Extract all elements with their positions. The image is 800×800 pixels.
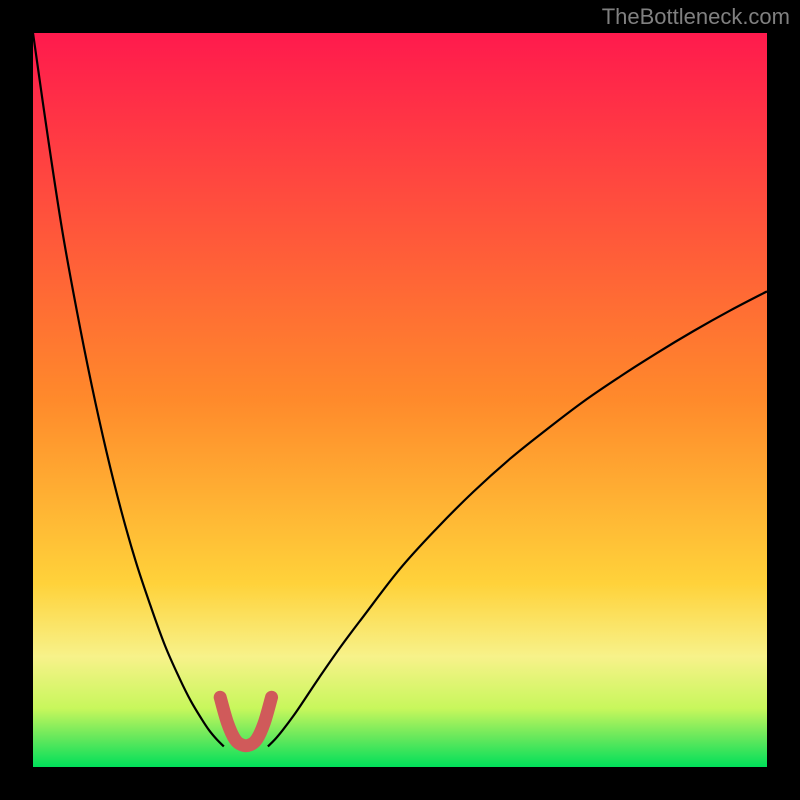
- plot-area: [33, 33, 767, 767]
- watermark-text: TheBottleneck.com: [602, 4, 790, 30]
- chart-container: TheBottleneck.com: [0, 0, 800, 800]
